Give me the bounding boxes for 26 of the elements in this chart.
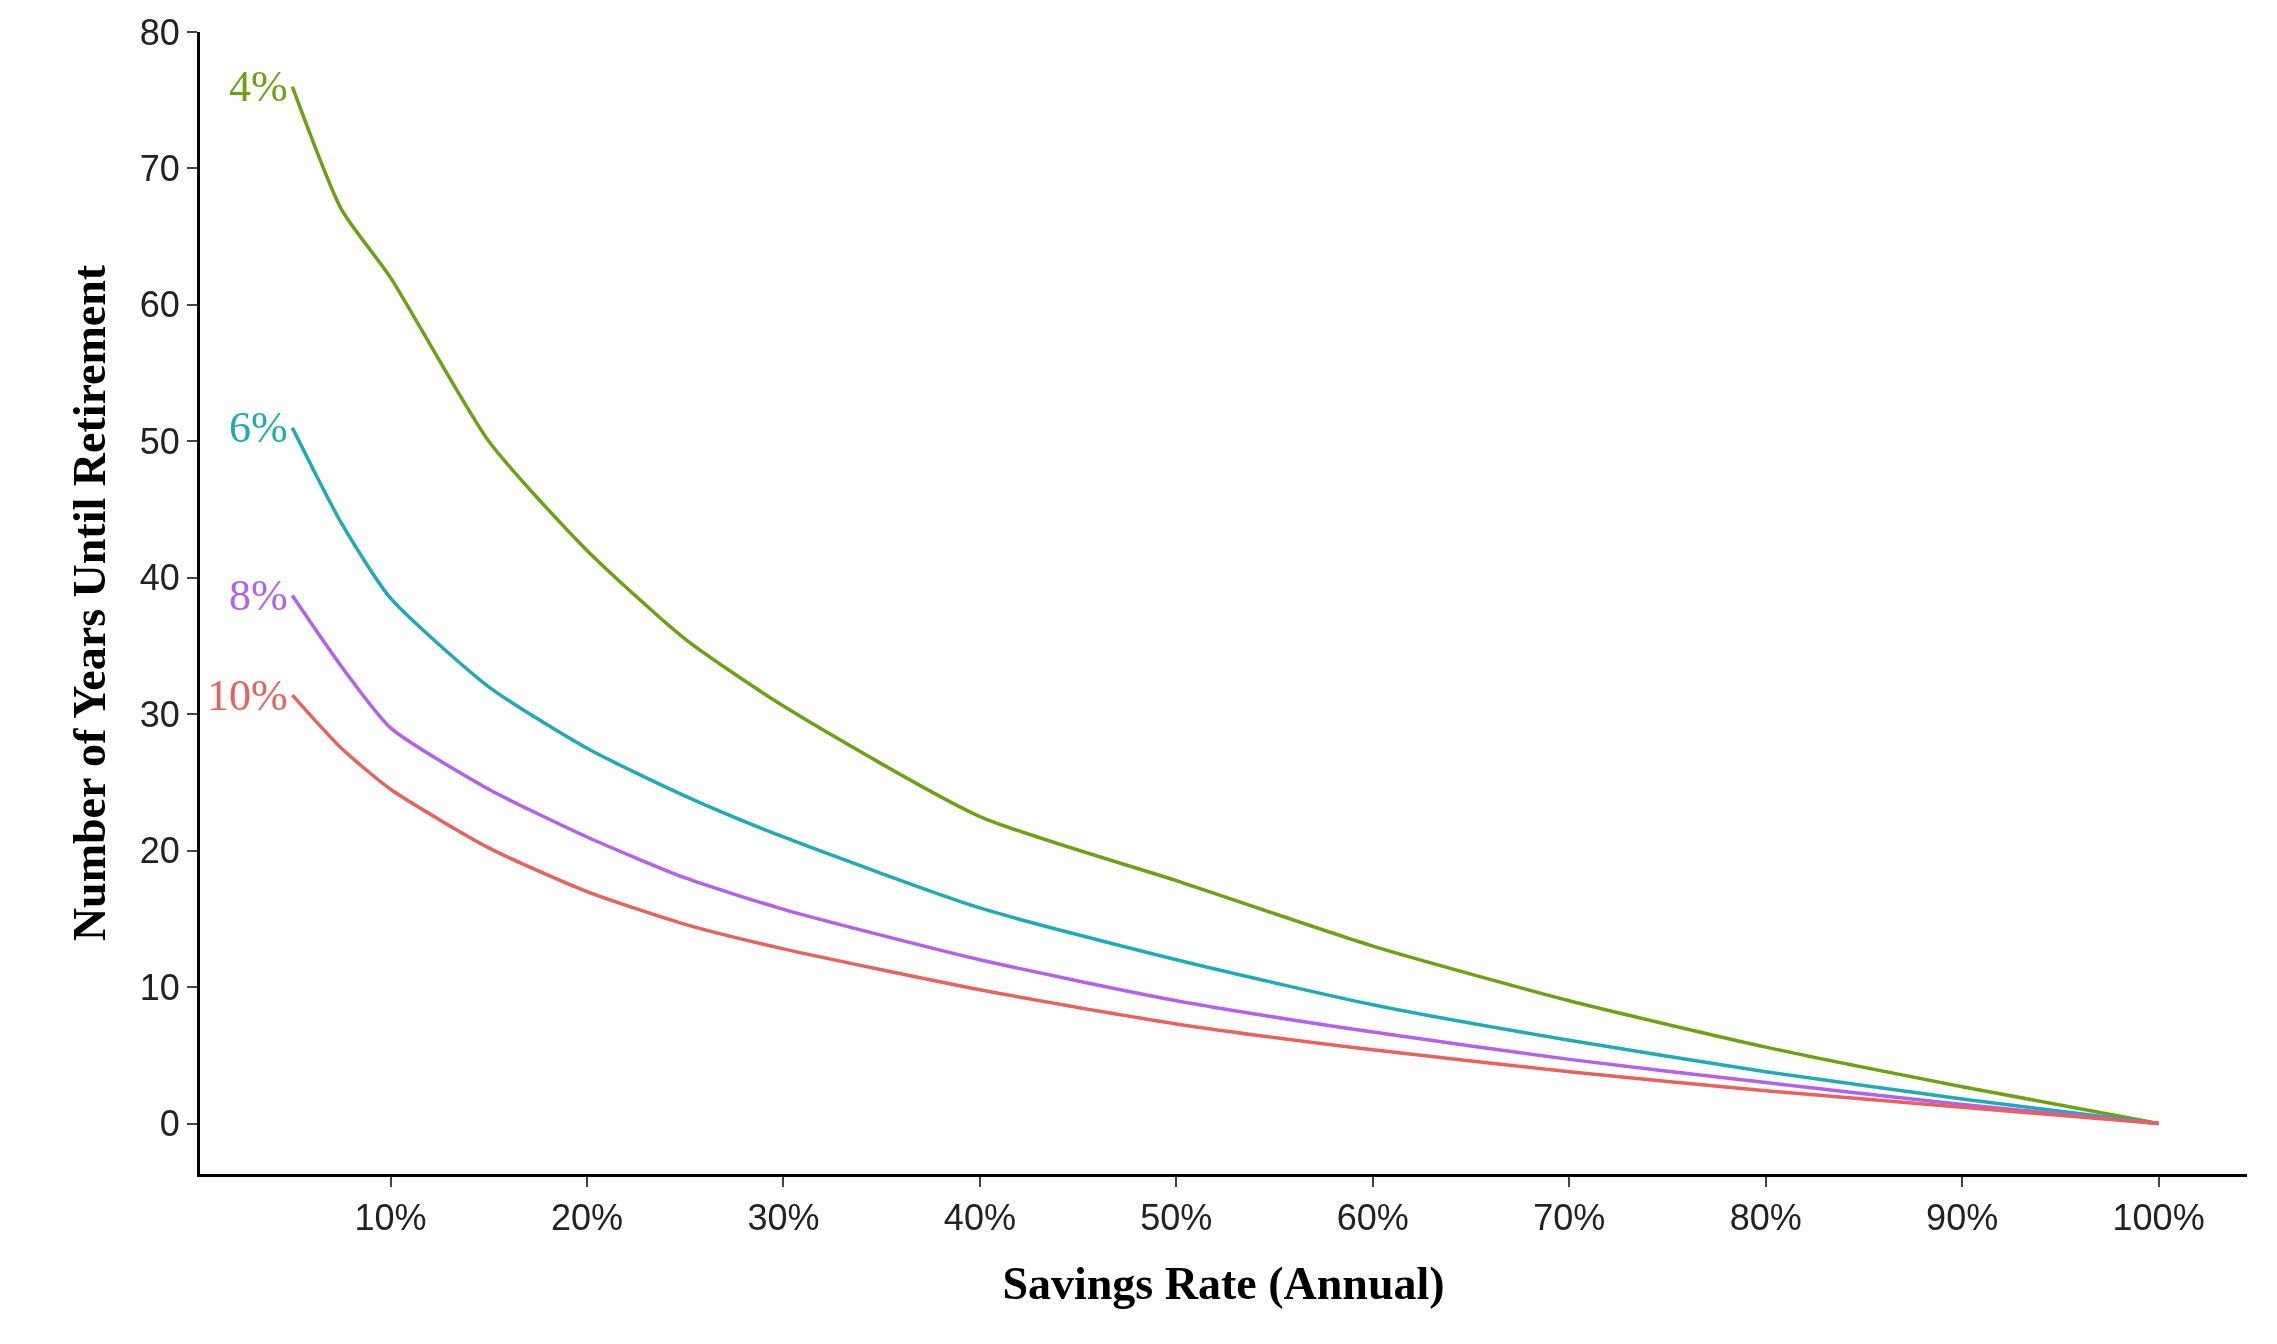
x-tick-label: 60% (1336, 1197, 1409, 1239)
x-tick-label: 80% (1729, 1197, 1802, 1239)
y-axis-title: Number of Years Until Retirement (64, 264, 116, 942)
series-label: 10% (207, 671, 288, 720)
x-tick-label: 30% (747, 1197, 820, 1239)
x-tick-label: 20% (550, 1197, 624, 1239)
y-tick-label: 20 (139, 830, 180, 872)
series-label: 8% (229, 571, 288, 620)
x-tick-label: 100% (2112, 1197, 2205, 1239)
x-tick-label: 10% (354, 1197, 427, 1239)
series-label: 6% (229, 403, 288, 452)
x-tick-label: 50% (1140, 1197, 1213, 1239)
y-tick-label: 60 (139, 284, 180, 326)
series-label: 4% (229, 62, 288, 111)
y-tick-label: 10 (139, 966, 180, 1008)
y-tick-label: 80 (139, 11, 180, 53)
y-tick-label: 70 (139, 148, 180, 190)
y-tick-label: 30 (139, 693, 180, 735)
line-series (290, 693, 2161, 1126)
y-tick-label: 40 (139, 557, 180, 599)
x-axis-title: Savings Rate (Annual) (1002, 1257, 1445, 1309)
x-tick-label: 40% (943, 1197, 1016, 1239)
x-tick-label: 90% (1926, 1197, 1999, 1239)
x-tick-label: 70% (1533, 1197, 1606, 1239)
y-tick-label: 50 (139, 420, 180, 462)
y-tick-label: 0 (159, 1103, 180, 1145)
